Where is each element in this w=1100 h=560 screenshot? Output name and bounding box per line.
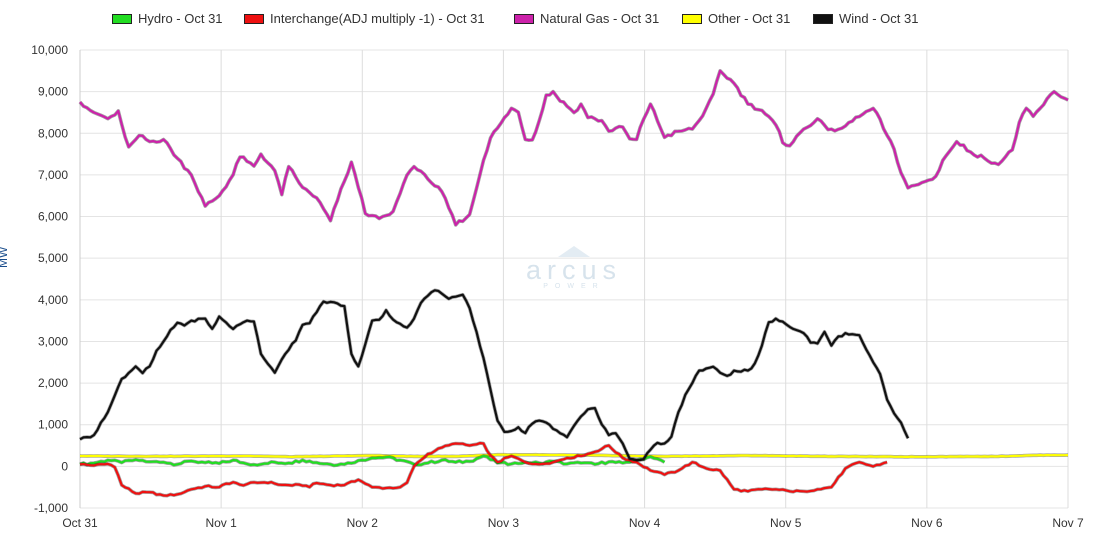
x-tick-label: Nov 6 [911,516,943,530]
legend-item-hydro[interactable]: Hydro - Oct 31 [112,11,223,26]
series-line-hydro [79,454,666,467]
y-tick-label: 0 [61,459,68,473]
x-tick-label: Nov 2 [347,516,379,530]
x-tick-label: Oct 31 [62,516,98,530]
legend-label-other: Other - Oct 31 [708,11,791,26]
legend-item-natural-gas[interactable]: Natural Gas - Oct 31 [514,11,659,26]
legend-label-hydro: Hydro - Oct 31 [138,11,223,26]
legend-swatch-interchange [244,13,264,24]
legend-item-other[interactable]: Other - Oct 31 [682,11,790,26]
y-tick-label: -1,000 [34,501,68,515]
x-tick-label: Nov 7 [1052,516,1084,530]
legend-swatch-hydro [112,13,132,24]
y-tick-label: 7,000 [38,168,68,182]
y-tick-label: 3,000 [38,334,68,348]
series-line-other [80,453,1069,458]
legend-label-natural-gas: Natural Gas - Oct 31 [540,11,660,26]
x-tick-label: Nov 1 [205,516,237,530]
y-tick-label: 9,000 [38,85,68,99]
series-line-interchangeadj [79,442,888,497]
series-outline-natural [78,69,1069,227]
x-tick-label: Nov 3 [488,516,520,530]
y-axis-unit-label: MW [0,246,10,268]
legend-item-interchange[interactable]: Interchange(ADJ multiply -1) - Oct 31 [244,11,485,26]
legend-swatch-wind [813,13,833,24]
y-tick-label: 4,000 [38,293,68,307]
x-tick-label: Nov 5 [770,516,802,530]
series-outline-wind [79,288,910,462]
y-tick-label: 1,000 [38,418,68,432]
series-line-natural [79,69,1069,226]
legend-label-interchange: Interchange(ADJ multiply -1) - Oct 31 [270,11,485,26]
x-tick-label: Nov 4 [629,516,661,530]
legend-swatch-natural-gas [514,13,534,24]
y-tick-label: 8,000 [38,126,68,140]
y-tick-label: 6,000 [38,210,68,224]
series-line-wind [79,289,909,462]
legend-swatch-other [682,13,702,24]
chart-legend: Hydro - Oct 31 Interchange(ADJ multiply … [0,9,1100,31]
y-tick-label: 5,000 [38,251,68,265]
legend-item-wind[interactable]: Wind - Oct 31 [813,11,918,26]
y-tick-label: 10,000 [31,43,68,57]
y-tick-label: 2,000 [38,376,68,390]
legend-label-wind: Wind - Oct 31 [839,11,919,26]
